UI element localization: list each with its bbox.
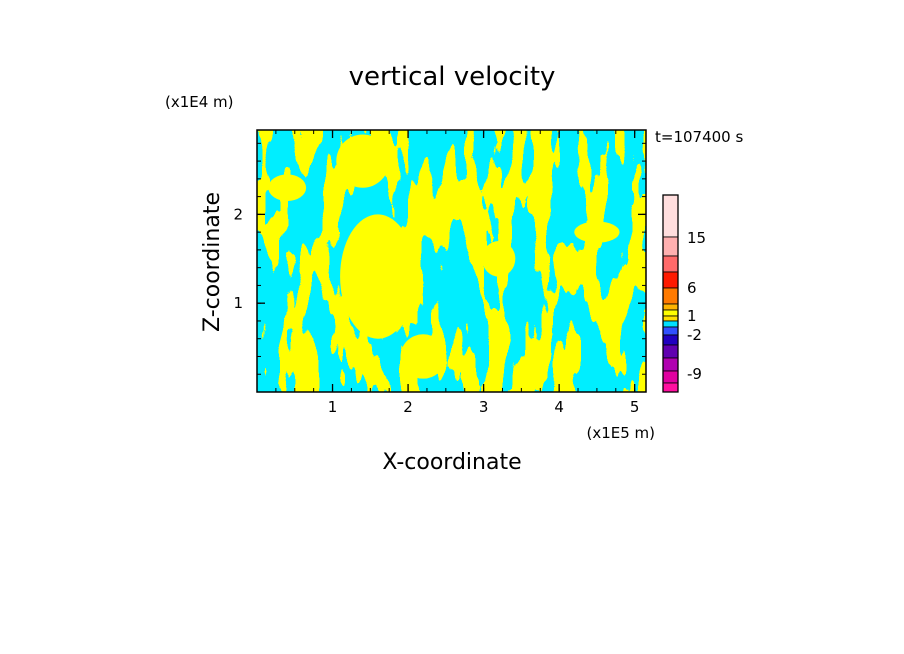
colorbar-swatch bbox=[662, 194, 679, 238]
colorbar-label: -9 bbox=[687, 365, 702, 383]
positive-patch bbox=[400, 334, 446, 379]
colorbar-swatch bbox=[662, 326, 679, 336]
colorbar-swatch bbox=[662, 255, 679, 273]
colorbar-swatch bbox=[662, 334, 679, 346]
velocity-field bbox=[257, 130, 646, 392]
positive-patch bbox=[340, 214, 416, 339]
colorbar-frame bbox=[662, 194, 679, 393]
x-tick-label: 1 bbox=[328, 398, 338, 416]
x-tick-label: 5 bbox=[630, 398, 640, 416]
x-tick-label: 2 bbox=[403, 398, 413, 416]
plot-frame bbox=[256, 129, 647, 393]
colorbar-label: 15 bbox=[687, 229, 706, 247]
colorbar-swatch bbox=[662, 370, 679, 384]
colorbar-swatch bbox=[662, 382, 679, 393]
colorbar-swatch bbox=[662, 344, 679, 359]
colorbar-label: -2 bbox=[687, 326, 702, 344]
y-tick-label: 2 bbox=[233, 205, 243, 223]
x-tick-label: 4 bbox=[554, 398, 564, 416]
colorbar-swatch bbox=[662, 271, 679, 289]
colorbar-label: 6 bbox=[687, 279, 697, 297]
colorbar-swatch bbox=[662, 287, 679, 305]
colorbar: 15 6 1-2 -9 bbox=[662, 194, 706, 393]
x-axis-unit: (x1E5 m) bbox=[586, 424, 655, 442]
y-axis-unit: (x1E4 m) bbox=[165, 93, 234, 111]
colorbar-swatch bbox=[662, 315, 679, 322]
time-label: t=107400 s bbox=[655, 128, 743, 146]
colorbar-swatch bbox=[662, 236, 679, 257]
x-tick-label: 3 bbox=[479, 398, 489, 416]
positive-patch bbox=[336, 134, 390, 188]
y-axis-label: Z-coordinate bbox=[200, 192, 225, 332]
x-axis-label: X-coordinate bbox=[382, 450, 521, 475]
colorbar-swatch bbox=[662, 309, 679, 317]
positive-patch bbox=[482, 241, 516, 277]
field-positive-bands bbox=[257, 130, 646, 392]
y-tick-label: 1 bbox=[233, 294, 243, 312]
colorbar-swatch bbox=[662, 357, 679, 372]
chart-title: vertical velocity bbox=[349, 62, 556, 92]
colorbar-label: 1 bbox=[687, 307, 697, 325]
colorbar-swatch bbox=[662, 320, 679, 328]
plot-axes: 1 2 3 4 5 1 2 bbox=[233, 129, 647, 416]
colorbar-swatch bbox=[662, 303, 679, 311]
positive-patch bbox=[268, 174, 307, 202]
positive-patch bbox=[574, 221, 620, 243]
